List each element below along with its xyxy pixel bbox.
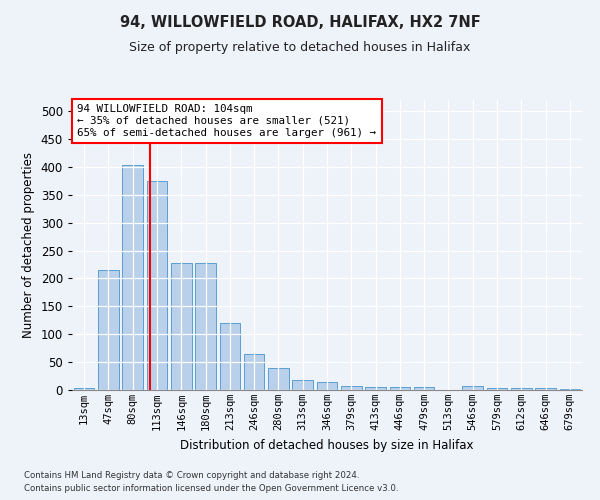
X-axis label: Distribution of detached houses by size in Halifax: Distribution of detached houses by size … bbox=[180, 438, 474, 452]
Text: Size of property relative to detached houses in Halifax: Size of property relative to detached ho… bbox=[130, 41, 470, 54]
Text: 94, WILLOWFIELD ROAD, HALIFAX, HX2 7NF: 94, WILLOWFIELD ROAD, HALIFAX, HX2 7NF bbox=[119, 15, 481, 30]
Bar bbox=[511, 388, 532, 390]
Bar bbox=[122, 164, 143, 390]
Text: Contains public sector information licensed under the Open Government Licence v3: Contains public sector information licen… bbox=[24, 484, 398, 493]
Bar bbox=[389, 386, 410, 390]
Bar bbox=[98, 270, 119, 390]
Text: Contains HM Land Registry data © Crown copyright and database right 2024.: Contains HM Land Registry data © Crown c… bbox=[24, 470, 359, 480]
Bar bbox=[74, 388, 94, 390]
Bar bbox=[414, 386, 434, 390]
Bar bbox=[292, 380, 313, 390]
Bar bbox=[171, 263, 191, 390]
Bar bbox=[365, 386, 386, 390]
Bar bbox=[195, 263, 216, 390]
Bar bbox=[487, 388, 508, 390]
Bar bbox=[560, 389, 580, 390]
Text: 94 WILLOWFIELD ROAD: 104sqm
← 35% of detached houses are smaller (521)
65% of se: 94 WILLOWFIELD ROAD: 104sqm ← 35% of det… bbox=[77, 104, 376, 138]
Bar bbox=[244, 354, 265, 390]
Bar bbox=[317, 382, 337, 390]
Bar bbox=[220, 323, 240, 390]
Bar bbox=[341, 386, 362, 390]
Bar bbox=[535, 388, 556, 390]
Bar bbox=[268, 368, 289, 390]
Y-axis label: Number of detached properties: Number of detached properties bbox=[22, 152, 35, 338]
Bar bbox=[146, 182, 167, 390]
Bar bbox=[463, 386, 483, 390]
